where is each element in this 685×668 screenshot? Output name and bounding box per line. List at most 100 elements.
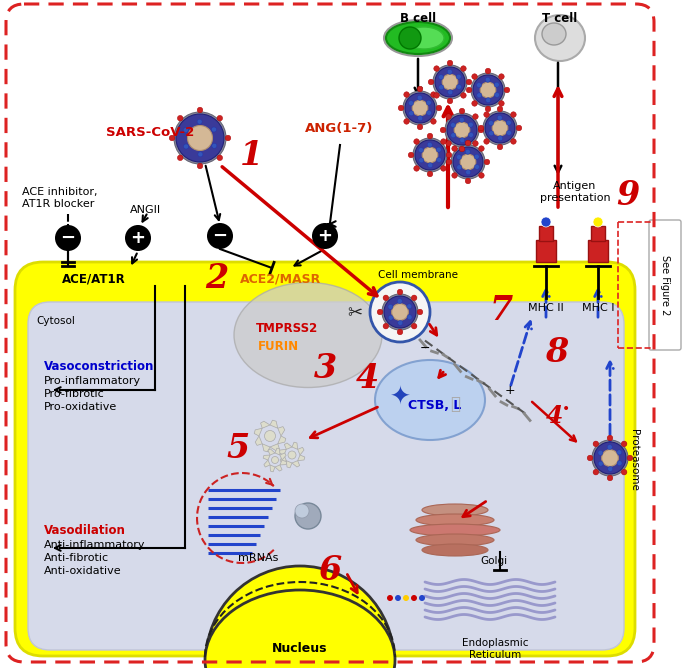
Circle shape [434, 93, 439, 98]
Circle shape [407, 315, 412, 320]
Polygon shape [260, 422, 270, 428]
Polygon shape [292, 442, 298, 450]
Circle shape [446, 159, 452, 165]
Ellipse shape [422, 544, 488, 556]
Circle shape [479, 146, 484, 152]
Polygon shape [262, 444, 270, 452]
Circle shape [197, 119, 202, 124]
Circle shape [288, 451, 296, 459]
Text: Pro-inflammatory: Pro-inflammatory [44, 376, 141, 386]
Circle shape [198, 152, 203, 157]
Circle shape [403, 92, 410, 98]
Circle shape [477, 83, 482, 88]
Circle shape [493, 120, 508, 136]
Circle shape [419, 158, 424, 163]
Circle shape [447, 69, 452, 74]
Text: CTSB, L: CTSB, L [408, 399, 462, 411]
Circle shape [451, 145, 485, 179]
Circle shape [414, 139, 419, 144]
Circle shape [593, 470, 599, 475]
Text: Anti-oxidative: Anti-oxidative [44, 566, 122, 576]
Circle shape [212, 127, 216, 132]
Circle shape [411, 295, 417, 301]
Circle shape [483, 111, 517, 145]
Circle shape [435, 67, 465, 97]
Polygon shape [280, 460, 287, 465]
Circle shape [217, 155, 223, 160]
Ellipse shape [234, 283, 382, 387]
Ellipse shape [384, 20, 452, 56]
Circle shape [456, 84, 462, 90]
Circle shape [383, 323, 388, 329]
Circle shape [440, 127, 446, 133]
Circle shape [422, 147, 438, 163]
Circle shape [465, 150, 471, 154]
Circle shape [440, 139, 446, 144]
Ellipse shape [416, 534, 494, 546]
Circle shape [488, 121, 494, 126]
Circle shape [506, 120, 511, 125]
Circle shape [377, 309, 383, 315]
Circle shape [478, 127, 484, 133]
Circle shape [607, 435, 613, 441]
Circle shape [426, 100, 432, 105]
Circle shape [479, 172, 484, 178]
Polygon shape [270, 420, 278, 428]
Text: 4: 4 [546, 404, 563, 428]
Circle shape [177, 155, 183, 160]
Text: 7: 7 [490, 293, 513, 327]
Circle shape [459, 108, 465, 114]
Circle shape [419, 148, 423, 152]
Text: Endoplasmic
Reticulum: Endoplasmic Reticulum [462, 638, 528, 659]
Text: ANG(1-7): ANG(1-7) [305, 122, 373, 134]
Circle shape [485, 113, 515, 143]
Circle shape [436, 105, 442, 111]
Polygon shape [256, 436, 262, 446]
Circle shape [499, 101, 504, 106]
Circle shape [486, 98, 490, 103]
Text: TMPRSS2: TMPRSS2 [256, 321, 319, 335]
Circle shape [592, 440, 628, 476]
Text: +: + [131, 229, 145, 247]
Circle shape [475, 164, 480, 170]
Circle shape [438, 75, 444, 79]
Circle shape [506, 130, 512, 136]
Circle shape [447, 98, 453, 104]
Circle shape [418, 116, 423, 121]
Text: AT1R blocker: AT1R blocker [22, 199, 95, 209]
Text: +: + [505, 383, 515, 397]
Polygon shape [278, 436, 286, 444]
Circle shape [594, 442, 626, 474]
Circle shape [409, 111, 414, 116]
Circle shape [431, 119, 436, 124]
Circle shape [398, 105, 403, 111]
Circle shape [206, 566, 394, 668]
Circle shape [469, 132, 473, 138]
Text: 5: 5 [226, 432, 249, 464]
Polygon shape [286, 461, 292, 468]
Text: SARS-CoV-2: SARS-CoV-2 [106, 126, 195, 138]
Circle shape [466, 79, 472, 85]
Circle shape [497, 144, 503, 150]
Circle shape [169, 135, 175, 141]
Circle shape [417, 124, 423, 130]
Text: Cytosol: Cytosol [36, 316, 75, 326]
Polygon shape [268, 449, 275, 455]
Circle shape [587, 455, 593, 461]
Circle shape [621, 441, 627, 447]
Bar [591, 226, 605, 241]
Circle shape [295, 503, 321, 529]
Circle shape [397, 289, 403, 295]
Text: See Figure 2: See Figure 2 [660, 255, 670, 315]
Text: Pro-fibrotic: Pro-fibrotic [44, 389, 105, 399]
Text: −: − [212, 227, 227, 245]
Circle shape [403, 595, 409, 601]
Circle shape [397, 299, 402, 304]
Circle shape [460, 93, 466, 98]
Polygon shape [298, 455, 305, 461]
Circle shape [412, 100, 428, 116]
Text: Anti-fibrotic: Anti-fibrotic [44, 553, 109, 563]
Circle shape [494, 82, 499, 88]
Circle shape [459, 146, 465, 152]
FancyBboxPatch shape [15, 262, 635, 656]
